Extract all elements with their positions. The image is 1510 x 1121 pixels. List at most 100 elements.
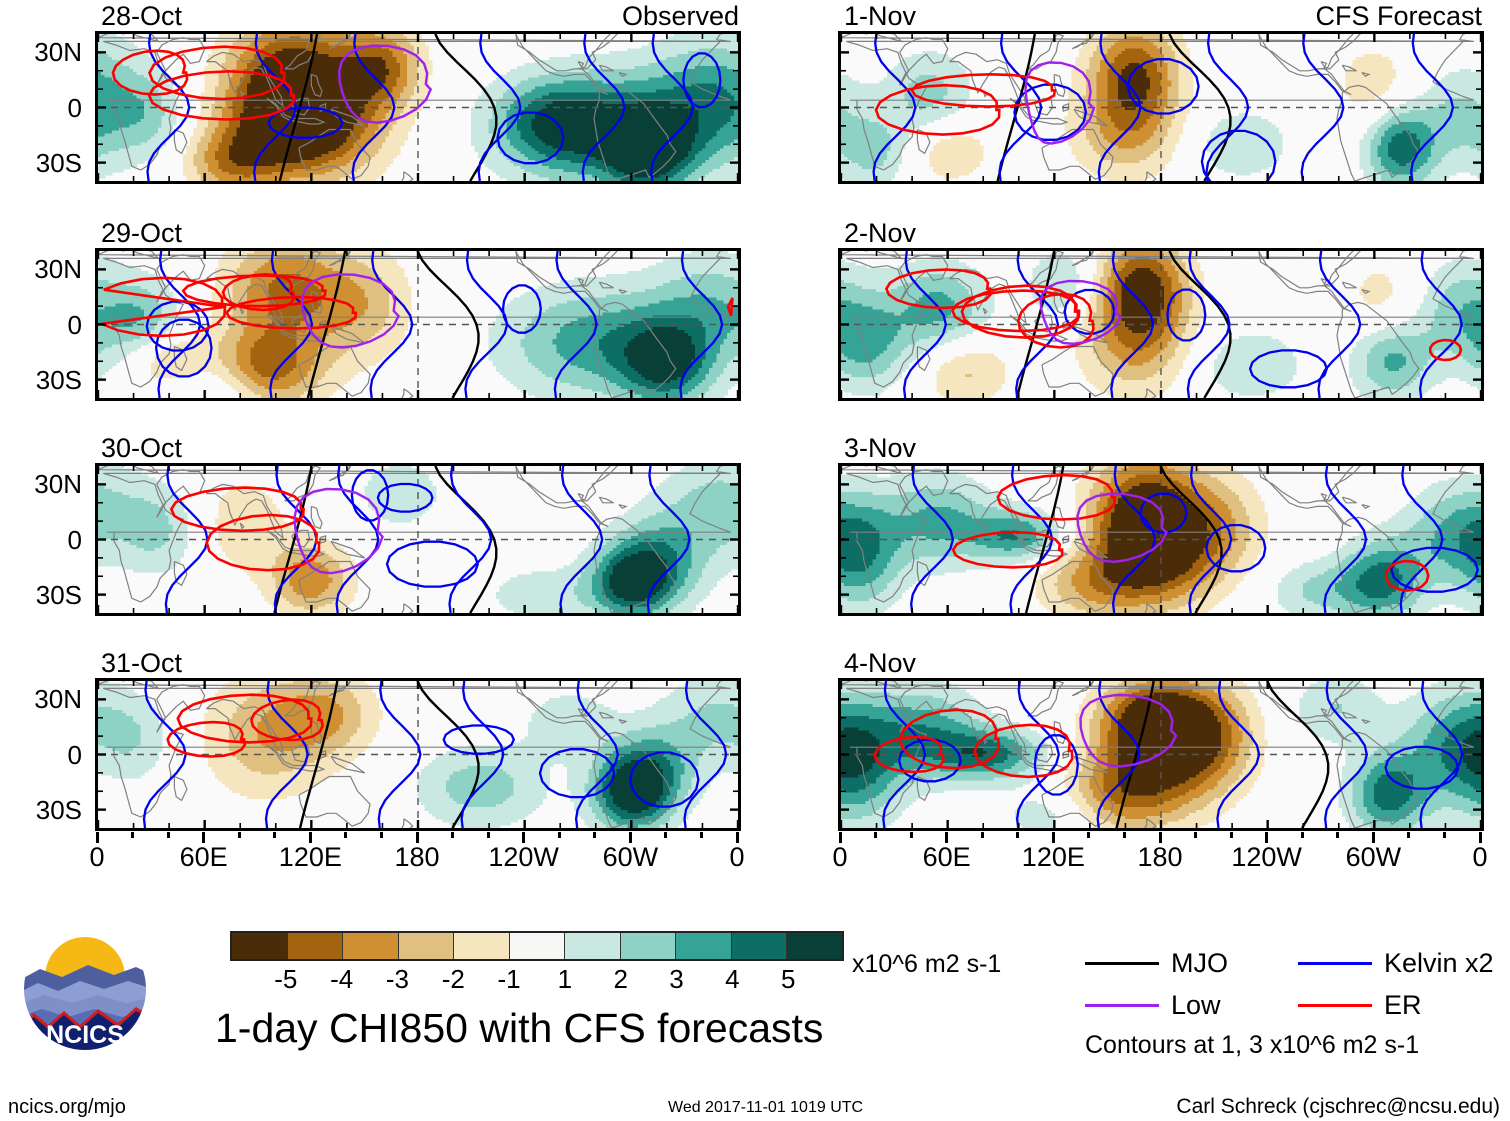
x-tick-120	[1051, 832, 1055, 843]
site-url[interactable]: ncics.org/mjo	[8, 1097, 126, 1117]
x-axis-label-60W: 60W	[603, 844, 659, 871]
x-tick-200	[1194, 832, 1198, 838]
map-2-nov	[838, 248, 1484, 401]
colorbar-tick-3: 3	[669, 966, 683, 992]
x-tick-160	[379, 832, 383, 838]
colorbar-tick-labels: -5 -4 -3 -2 -1 1 2 3 4 5	[230, 966, 844, 998]
x-tick-100	[273, 832, 277, 838]
x-tick-140	[344, 832, 348, 838]
x-axis-right-column: 0 60E 120E 180 120W 60W 0	[832, 832, 1488, 871]
x-tick-240	[1265, 832, 1269, 843]
panel-date-label: 4-Nov	[844, 650, 916, 677]
coastlines	[98, 681, 732, 828]
generation-timestamp: Wed 2017-11-01 1019 UTC	[668, 1100, 863, 1116]
legend-label-kelvin: Kelvin x2	[1384, 950, 1494, 977]
colorbar-cell-1	[287, 933, 344, 959]
x-tick-100	[1016, 832, 1020, 838]
panel-date-label: 1-Nov	[844, 3, 916, 30]
colorbar-cell-0	[232, 933, 288, 959]
contour-interval-note: Contours at 1, 3 x10^6 m2 s-1	[1085, 1033, 1419, 1058]
wave-contours	[98, 251, 734, 398]
x-tick-120	[308, 832, 312, 843]
kelvin-line-swatch	[1298, 962, 1372, 965]
figure-main-title: 1-day CHI850 with CFS forecasts	[215, 1008, 823, 1049]
x-axis-label-60W: 60W	[1346, 844, 1402, 871]
colorbar-tick-2: 2	[613, 966, 627, 992]
panel-date-label: 2-Nov	[844, 220, 916, 247]
map-3-nov	[838, 463, 1484, 616]
x-axis-label-60E: 60E	[923, 844, 971, 871]
x-tick-300	[1371, 832, 1375, 843]
x-tick-180	[415, 832, 419, 843]
x-axis-label-120W: 120W	[488, 844, 559, 871]
x-tick-340	[699, 832, 703, 838]
colorbar-cell-8	[676, 933, 732, 959]
colorbar-tick--4: -4	[330, 966, 353, 992]
panel-date-label: 28-Oct	[101, 3, 182, 30]
colorbar-cell-2	[343, 933, 399, 959]
coastlines	[841, 681, 1475, 828]
panel-frame-ticks	[98, 251, 738, 398]
panel-frame-ticks	[841, 466, 1481, 613]
wave-contours	[164, 466, 691, 613]
y-axis-label-30N-row3: 30N	[0, 471, 82, 497]
y-axis-label-30S-row3: 30S	[0, 582, 82, 608]
legend-label-er: ER	[1384, 992, 1422, 1019]
coastlines	[841, 466, 1475, 613]
x-tick-0	[838, 832, 842, 843]
map-31-oct	[95, 678, 741, 831]
colorbar	[230, 931, 844, 961]
x-tick-280	[1336, 832, 1340, 838]
legend-row-kelvin: Kelvin x2	[1298, 950, 1494, 977]
panel-date-label: 30-Oct	[101, 435, 182, 462]
x-tick-220	[1229, 832, 1233, 838]
er-line-swatch	[1298, 1004, 1372, 1007]
x-tick-0	[95, 832, 99, 843]
column-header-cfs-forecast: CFS Forecast	[1315, 3, 1482, 30]
legend-row-mjo: MJO	[1085, 950, 1228, 977]
colorbar-cell-10	[787, 933, 843, 959]
x-axis-label-180: 180	[394, 844, 439, 871]
x-tick-60	[945, 832, 949, 843]
x-tick-40	[166, 832, 170, 838]
map-28-oct	[95, 31, 741, 184]
panel-date-label: 29-Oct	[101, 220, 182, 247]
map-1-nov	[838, 31, 1484, 184]
y-axis-label-30S-row4: 30S	[0, 797, 82, 823]
x-tick-40	[909, 832, 913, 838]
x-tick-60	[202, 832, 206, 843]
colorbar-tick-4: 4	[725, 966, 739, 992]
x-axis-left-column: 0 60E 120E 180 120W 60W 0	[89, 832, 745, 871]
colorbar-cell-5	[509, 933, 566, 959]
legend-label-low: Low	[1171, 992, 1221, 1019]
x-tick-280	[593, 832, 597, 838]
colorbar-cell-4	[454, 933, 510, 959]
wave-contours	[142, 681, 728, 828]
colorbar-tick-1: 1	[558, 966, 572, 992]
x-tick-200	[451, 832, 455, 838]
colorbar-tick-5: 5	[781, 966, 795, 992]
x-axis-label-0: 0	[832, 844, 847, 871]
wave-contours	[910, 466, 1480, 613]
x-tick-20	[131, 832, 135, 838]
x-tick-80	[237, 832, 241, 838]
shaded-field	[841, 466, 1481, 613]
x-tick-300	[628, 832, 632, 843]
x-axis-label-0: 0	[1472, 844, 1487, 871]
wave-legend: MJO Kelvin x2 Low ER	[1085, 950, 1495, 1020]
y-axis-label-0-row4: 0	[0, 742, 82, 768]
x-tick-260	[1300, 832, 1304, 838]
panel-frame-ticks	[98, 34, 738, 181]
panel-frame-ticks	[98, 681, 738, 828]
x-axis-label-60E: 60E	[180, 844, 228, 871]
y-axis-label-30N-row4: 30N	[0, 686, 82, 712]
panel-frame-ticks	[841, 681, 1481, 828]
x-axis-label-120W: 120W	[1231, 844, 1302, 871]
panel-frame-ticks	[841, 34, 1481, 181]
map-29-oct	[95, 248, 741, 401]
x-axis-label-0: 0	[89, 844, 104, 871]
panel-date-label: 31-Oct	[101, 650, 182, 677]
wave-contours	[884, 251, 1463, 398]
x-tick-360	[735, 832, 739, 843]
x-tick-360	[1478, 832, 1482, 843]
